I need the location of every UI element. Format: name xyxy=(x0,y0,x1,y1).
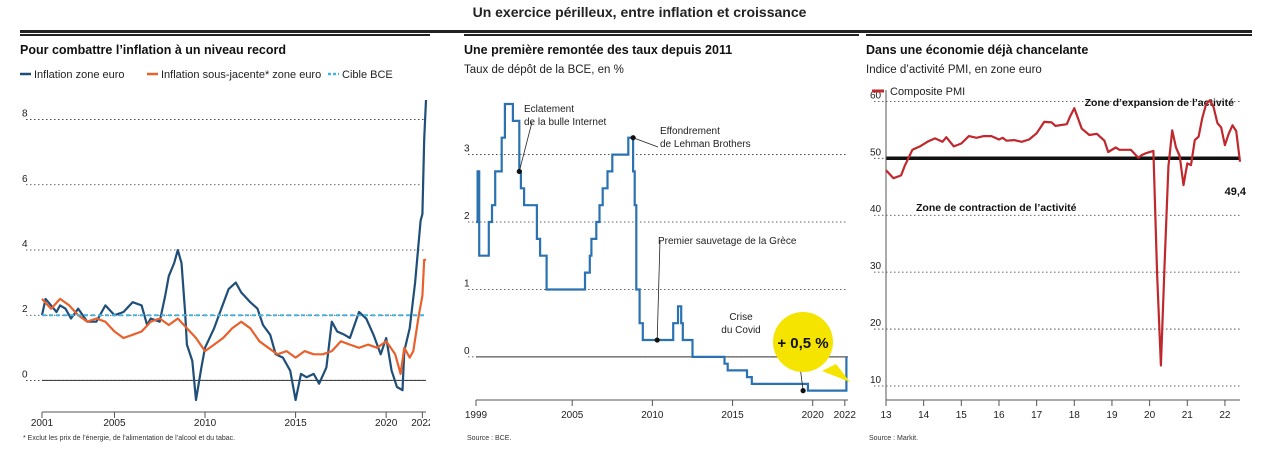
last-value-label: 49,4 xyxy=(1225,186,1247,198)
annotation-text: Effondrement xyxy=(660,126,720,137)
x-tick-label: 13 xyxy=(880,410,892,421)
annotation-text: du Covid xyxy=(721,325,760,336)
y-tick-label: 0 xyxy=(464,346,470,357)
legend-label: Cible BCE xyxy=(342,69,393,81)
annotation-text: Eclatement xyxy=(524,104,574,115)
contraction-zone-label: Zone de contraction de l’activité xyxy=(916,202,1077,214)
top-rule xyxy=(20,30,1252,33)
panel-top-rule xyxy=(866,34,1252,36)
annotation-dot xyxy=(516,168,522,175)
x-tick-label: 2015 xyxy=(721,410,744,421)
x-tick-label: 19 xyxy=(1106,410,1118,421)
panel-top-rule xyxy=(464,34,859,36)
inflation-line xyxy=(40,99,428,402)
panel-footnote: * Exclut les prix de l’énergie, de l’ali… xyxy=(23,435,235,442)
y-tick-label: 1 xyxy=(464,278,470,289)
x-tick-label: 17 xyxy=(1031,410,1043,421)
x-tick-label: 2010 xyxy=(641,410,664,421)
panel-subtitle: Indice d’activité PMI, en zone euro xyxy=(866,64,1042,76)
x-tick-label: 1999 xyxy=(465,410,488,421)
y-tick-label: 60 xyxy=(870,90,882,101)
x-tick-label: 15 xyxy=(956,410,968,421)
annotation-dot xyxy=(654,337,660,343)
annotation-text: Crise xyxy=(729,312,753,323)
callout-bubble xyxy=(773,312,833,372)
panel-title: Une première remontée des taux depuis 20… xyxy=(464,43,732,57)
callout-value: + 0,5 % xyxy=(777,335,828,352)
x-tick-label: 2020 xyxy=(802,410,825,421)
inflation-chart-panel: Pour combattre l’inflation à un niveau r… xyxy=(20,34,430,442)
panel-footnote: Source : BCE. xyxy=(467,435,511,442)
main-title: Un exercice périlleux, entre inflation e… xyxy=(472,4,807,20)
y-tick-label: 0 xyxy=(22,369,28,380)
y-tick-label: 4 xyxy=(22,239,28,250)
x-tick-label: 22 xyxy=(1219,410,1231,421)
annotation-text: Premier sauvetage de la Grèce xyxy=(658,236,797,247)
panel-top-rule xyxy=(20,34,430,36)
x-tick-label: 2022 xyxy=(411,418,430,429)
x-tick-label: 2020 xyxy=(375,418,398,429)
panel-footnote: Source : Markit. xyxy=(869,435,918,442)
callout-pointer xyxy=(822,364,850,382)
legend-label: Inflation sous-jacente* zone euro xyxy=(161,69,321,81)
y-tick-label: 50 xyxy=(870,147,882,158)
composite-pmi-line xyxy=(885,99,1242,367)
deposit-rate-line xyxy=(476,102,848,392)
x-tick-label: 2005 xyxy=(561,410,584,421)
x-tick-label: 2022 xyxy=(834,410,857,421)
annotation-leader xyxy=(632,137,659,148)
panel-subtitle: Taux de dépôt de la BCE, en % xyxy=(464,64,624,76)
y-tick-label: 6 xyxy=(22,174,28,185)
x-tick-label: 2015 xyxy=(284,418,307,429)
y-tick-label: 2 xyxy=(464,211,470,222)
y-tick-label: 8 xyxy=(22,109,28,120)
x-tick-label: 2010 xyxy=(194,418,217,429)
panel-title: Dans une économie déjà chancelante xyxy=(866,43,1088,57)
x-tick-label: 14 xyxy=(918,410,930,421)
annotation-text: de la bulle Internet xyxy=(524,117,607,128)
x-tick-label: 18 xyxy=(1069,410,1081,421)
annotation-text: de Lehman Brothers xyxy=(660,139,751,150)
y-tick-label: 20 xyxy=(870,318,882,329)
x-tick-label: 20 xyxy=(1144,410,1156,421)
x-tick-label: 2001 xyxy=(31,418,54,429)
annotation-leader xyxy=(656,239,661,341)
rates-chart-panel: Une première remontée des taux depuis 20… xyxy=(464,34,859,442)
expansion-zone-label: Zone d’expansion de l’activité xyxy=(1085,97,1235,109)
panel-title: Pour combattre l’inflation à un niveau r… xyxy=(20,43,286,57)
x-tick-label: 21 xyxy=(1182,410,1194,421)
y-tick-label: 40 xyxy=(870,204,882,215)
y-tick-label: 2 xyxy=(22,304,28,315)
x-tick-label: 16 xyxy=(993,410,1005,421)
annotation-dot xyxy=(630,135,636,141)
core-inflation-line xyxy=(41,258,426,375)
legend-label: Composite PMI xyxy=(890,86,965,98)
x-tick-label: 2005 xyxy=(103,418,126,429)
y-tick-label: 30 xyxy=(870,261,882,272)
annotation-leader xyxy=(518,121,533,172)
y-tick-label: 3 xyxy=(464,144,470,155)
pmi-chart-panel: Dans une économie déjà chancelante Indice… xyxy=(866,34,1252,442)
legend-label: Inflation zone euro xyxy=(34,69,125,81)
y-tick-label: 10 xyxy=(870,375,882,386)
annotation-dot xyxy=(800,388,806,394)
